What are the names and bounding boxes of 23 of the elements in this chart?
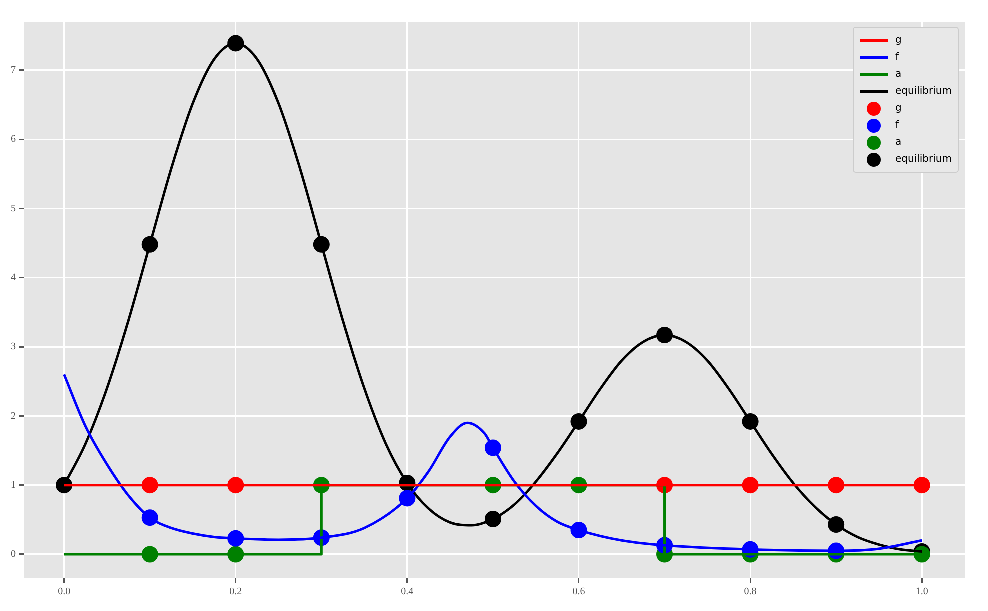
x-tick-label: 0.4 <box>401 586 414 598</box>
legend-label: equilibrium <box>896 85 952 99</box>
x-tick-label: 0.0 <box>58 586 71 598</box>
y-tick-label: 7 <box>11 65 16 76</box>
point <box>914 477 930 494</box>
legend-label: a <box>896 68 902 82</box>
y-tick-label: 1 <box>11 480 16 491</box>
x-tick-label: 0.6 <box>572 586 586 598</box>
y-tick-label: 4 <box>11 272 16 284</box>
y-tick-label: 0 <box>11 549 16 560</box>
x-tick-label: 1.0 <box>916 586 928 598</box>
x-tick-label: 0.8 <box>744 586 757 598</box>
legend-label: f <box>896 119 900 133</box>
legend-label: equilibrium <box>896 153 952 167</box>
y-tick-label: 3 <box>11 342 16 353</box>
y-tick-label: 6 <box>11 134 16 146</box>
x-tick-label: 0.2 <box>230 586 242 598</box>
legend-label: a <box>896 136 902 150</box>
legend-label: g <box>896 102 902 116</box>
y-tick-label: 2 <box>11 410 16 422</box>
legend-label: g <box>896 34 902 48</box>
legend-label: f <box>896 51 900 65</box>
y-tick-label: 5 <box>11 203 16 214</box>
